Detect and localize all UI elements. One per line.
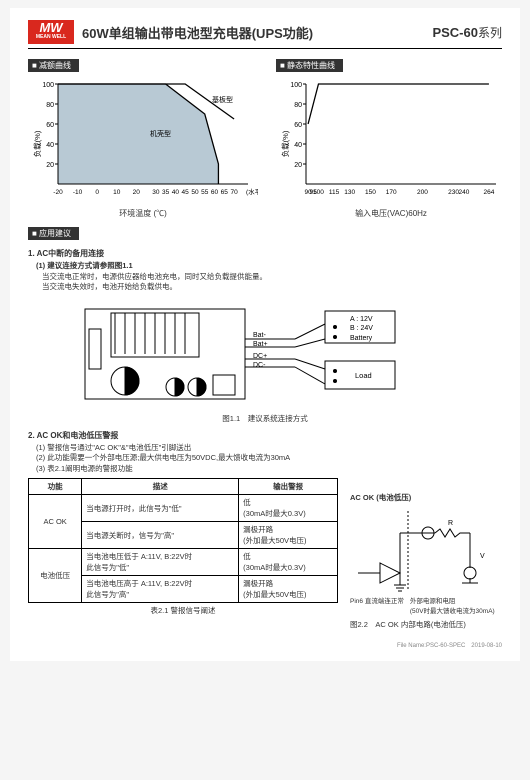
svg-text:200: 200 <box>417 189 428 196</box>
application-section: ■ 应用建议 1. AC中断的备用连接 (1) 建议连接方式请参照图1.1 当交… <box>28 227 502 630</box>
svg-text:55: 55 <box>201 189 209 196</box>
circuit-title: AC OK (电池低压) <box>350 492 500 503</box>
app-h2-3: (3) 表2.1阐明电源的警报功能 <box>36 464 502 475</box>
svg-text:115: 115 <box>329 189 340 196</box>
svg-text:负载(%): 负载(%) <box>32 130 42 157</box>
app-h1-1b: 当交流电失效时，电池开始给负载供电。 <box>42 282 502 293</box>
svg-text:70: 70 <box>230 189 238 196</box>
svg-text:A : 12V: A : 12V <box>350 316 373 323</box>
svg-text:40: 40 <box>46 142 54 149</box>
svg-text:40: 40 <box>294 142 302 149</box>
svg-text:100: 100 <box>313 189 324 196</box>
svg-text:-20: -20 <box>53 189 63 196</box>
svg-text:80: 80 <box>294 102 302 109</box>
svg-text:Load: Load <box>355 371 372 380</box>
circuit-diagram: AC OK (电池低压) <box>350 492 500 630</box>
footer: File Name:PSC-60-SPEC 2019-08-10 <box>28 640 502 649</box>
chart1-xlabel: 环境温度 (℃) <box>28 208 258 219</box>
svg-text:60: 60 <box>211 189 219 196</box>
svg-text:40: 40 <box>172 189 180 196</box>
product-code: PSC-60 <box>432 25 478 40</box>
charts-row: ■ 减额曲线 20406080100 -20-10010203035404550… <box>28 59 502 219</box>
chart1-section: ■ 减额曲线 <box>28 59 79 72</box>
svg-text:R: R <box>448 520 453 527</box>
circuit-pin6: Pin6 直流端连正常 <box>350 595 404 615</box>
page-title: 60W单组输出带电池型充电器(UPS功能) <box>82 23 432 42</box>
app-h2: 2. AC OK和电池低压警报 <box>28 430 502 441</box>
app-h2-1: (1) 警报信号通过"AC OK"&"电池低压"引脚送出 <box>36 443 502 454</box>
label-dc-minus: DC- <box>253 362 266 369</box>
svg-text:60: 60 <box>294 122 302 129</box>
svg-text:B : 24V: B : 24V <box>350 325 373 332</box>
svg-text:20: 20 <box>46 162 54 169</box>
logo-bottom: MEAN WELL <box>28 35 74 41</box>
svg-text:264: 264 <box>483 189 494 196</box>
static-chart: ■ 静态特性曲线 20406080100 9095100115130150170… <box>276 59 506 219</box>
svg-text:负载(%): 负载(%) <box>280 130 290 157</box>
svg-text:150: 150 <box>365 189 376 196</box>
chart2-svg: 20406080100 9095100115130150170200230240… <box>276 76 506 206</box>
svg-text:50: 50 <box>191 189 199 196</box>
svg-text:20: 20 <box>133 189 141 196</box>
app-section-bar: ■ 应用建议 <box>28 227 79 240</box>
svg-text:10: 10 <box>113 189 121 196</box>
svg-text:100: 100 <box>290 82 302 89</box>
system-diagram: Bat- Bat+ DC+ DC- A : 12V B : 24V Batter… <box>28 299 502 424</box>
label-bat-minus: Bat- <box>253 332 267 339</box>
svg-text:80: 80 <box>46 102 54 109</box>
alarm-table: 功能描述输出警报AC OK当电源打开时，此信号为"低"低(30mA时最大0.3V… <box>28 478 338 603</box>
app-h1-1: (1) 建议连接方式请参照图1.1 <box>36 261 502 272</box>
tbl-caption: 表2.1 警报信号阐述 <box>28 605 338 616</box>
svg-text:100: 100 <box>42 82 54 89</box>
svg-text:30: 30 <box>152 189 160 196</box>
signal-row: 功能描述输出警报AC OK当电源打开时，此信号为"低"低(30mA时最大0.3V… <box>28 474 502 630</box>
series-label: 系列 <box>478 24 502 41</box>
svg-text:240: 240 <box>459 189 470 196</box>
header: MW MEAN WELL 60W单组输出带电池型充电器(UPS功能) PSC-6… <box>28 20 502 49</box>
svg-text:20: 20 <box>294 162 302 169</box>
derating-chart: ■ 减额曲线 20406080100 -20-10010203035404550… <box>28 59 258 219</box>
fig1-caption: 图1.1 建议系统连接方式 <box>28 413 502 424</box>
svg-text:0: 0 <box>95 189 99 196</box>
svg-text:机壳型: 机壳型 <box>150 129 171 138</box>
label-bat-plus: Bat+ <box>253 341 268 348</box>
chart2-section: ■ 静态特性曲线 <box>276 59 343 72</box>
svg-text:基板型: 基板型 <box>212 95 233 104</box>
svg-text:130: 130 <box>344 189 355 196</box>
svg-text:(水平): (水平) <box>246 187 258 196</box>
app-h1: 1. AC中断的备用连接 <box>28 248 502 259</box>
circuit-note: 外部电源和电阻(50V时最大馈收电流为30mA) <box>410 595 495 615</box>
svg-text:60: 60 <box>46 122 54 129</box>
logo-top: MW <box>28 21 74 35</box>
label-dc-plus: DC+ <box>253 353 267 360</box>
svg-text:-10: -10 <box>73 189 83 196</box>
app-h2-2: (2) 此功能需要一个外部电压源;最大供电电压为50VDC,最大馈收电流为30m… <box>36 453 502 464</box>
svg-text:45: 45 <box>182 189 190 196</box>
svg-text:Battery: Battery <box>350 335 373 342</box>
chart1-svg: 20406080100 -20-100102030354045505560657… <box>28 76 258 206</box>
svg-text:V: V <box>480 553 485 560</box>
app-h1-1a: 当交流电正常时，电源供应器给电池充电，同时又给负载提供能量。 <box>42 272 502 283</box>
svg-text:35: 35 <box>162 189 170 196</box>
chart2-xlabel: 输入电压(VAC)60Hz <box>276 208 506 219</box>
fig2-caption: 图2.2 AC OK 内部电路(电池低压) <box>350 619 500 630</box>
logo: MW MEAN WELL <box>28 20 74 44</box>
svg-text:170: 170 <box>386 189 397 196</box>
svg-text:65: 65 <box>221 189 229 196</box>
